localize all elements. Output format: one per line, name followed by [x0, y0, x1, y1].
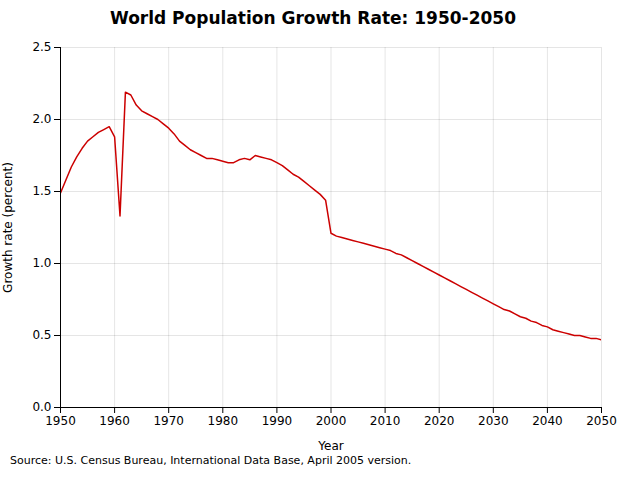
svg-text:1.5: 1.5 [32, 184, 51, 198]
svg-text:2020: 2020 [424, 414, 455, 428]
html-text:World Population Growth Rate:: World Population Growth Rate: 1950-2050 [110, 8, 516, 28]
svg-text:2000: 2000 [316, 414, 347, 428]
svg-text:1990: 1990 [262, 414, 293, 428]
svg-text:1960: 1960 [99, 414, 130, 428]
svg-text:2.5: 2.5 [32, 40, 51, 54]
svg-text:0.0: 0.0 [32, 400, 51, 414]
html-text:Source: U.S. Census Bureau, In: Source: U.S. Census Bureau, Internationa… [10, 454, 412, 467]
svg-text:1950: 1950 [45, 414, 76, 428]
svg-text:2.0: 2.0 [32, 112, 51, 126]
svg-text:2040: 2040 [532, 414, 563, 428]
svg-text:2030: 2030 [478, 414, 509, 428]
svg-text:Growth rate (percent): Growth rate (percent) [1, 162, 15, 293]
svg-text:1.0: 1.0 [32, 256, 51, 270]
svg-text:2050: 2050 [586, 414, 617, 428]
svg-text:1980: 1980 [208, 414, 239, 428]
svg-text:1970: 1970 [153, 414, 184, 428]
svg-text:Year: Year [317, 439, 343, 453]
svg-text:0.5: 0.5 [32, 328, 51, 342]
svg-text:2010: 2010 [370, 414, 401, 428]
